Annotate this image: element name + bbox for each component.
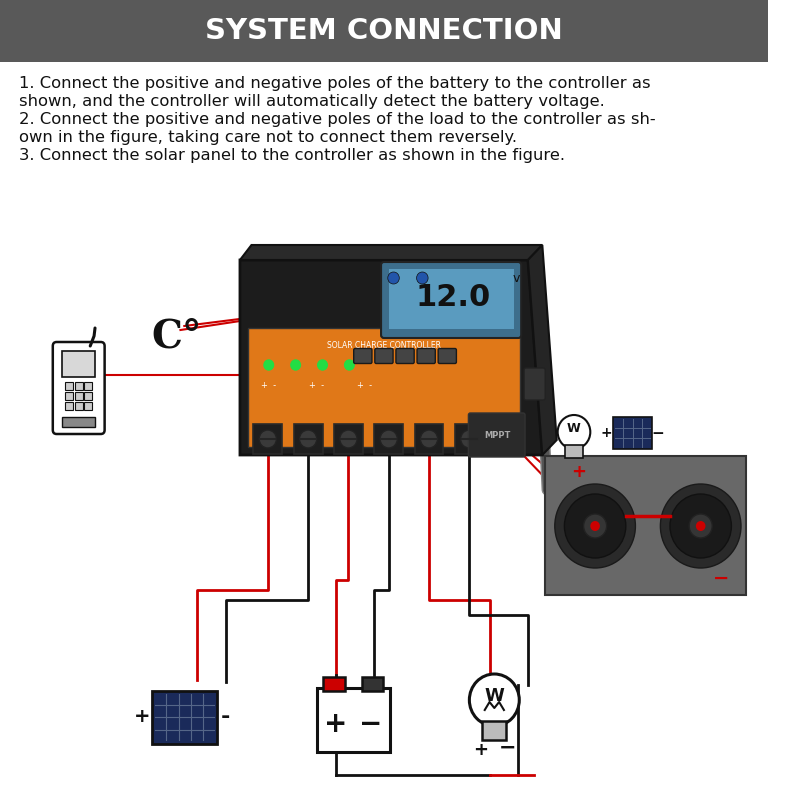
FancyBboxPatch shape xyxy=(438,349,457,363)
FancyBboxPatch shape xyxy=(66,402,73,410)
Circle shape xyxy=(299,430,317,448)
Circle shape xyxy=(318,360,327,370)
FancyBboxPatch shape xyxy=(362,677,383,691)
Text: +: + xyxy=(601,426,613,440)
FancyBboxPatch shape xyxy=(614,417,652,449)
Text: +: + xyxy=(571,463,586,481)
Polygon shape xyxy=(240,245,542,260)
FancyBboxPatch shape xyxy=(317,688,390,752)
FancyBboxPatch shape xyxy=(85,392,92,400)
FancyBboxPatch shape xyxy=(75,382,82,390)
FancyBboxPatch shape xyxy=(375,349,393,363)
Circle shape xyxy=(259,430,277,448)
Circle shape xyxy=(417,272,428,284)
Text: 2. Connect the positive and negative poles of the load to the controller as sh-: 2. Connect the positive and negative pol… xyxy=(19,112,656,127)
Text: MPPT: MPPT xyxy=(484,430,510,439)
Text: −: − xyxy=(359,710,382,738)
Text: W: W xyxy=(484,687,504,705)
FancyBboxPatch shape xyxy=(294,424,322,454)
FancyBboxPatch shape xyxy=(248,328,520,447)
FancyBboxPatch shape xyxy=(75,402,82,410)
FancyBboxPatch shape xyxy=(66,392,73,400)
FancyBboxPatch shape xyxy=(414,424,443,454)
Text: 3. Connect the solar panel to the controller as shown in the figure.: 3. Connect the solar panel to the contro… xyxy=(19,148,565,163)
FancyBboxPatch shape xyxy=(323,677,345,691)
Text: −: − xyxy=(713,569,729,587)
Text: +: + xyxy=(134,707,150,726)
Circle shape xyxy=(264,360,274,370)
FancyBboxPatch shape xyxy=(62,351,95,377)
Text: 12.0: 12.0 xyxy=(415,283,490,313)
Text: +: + xyxy=(474,741,488,759)
Text: +  -: + - xyxy=(261,381,276,390)
FancyBboxPatch shape xyxy=(62,417,95,427)
Text: -: - xyxy=(221,707,230,727)
Text: −: − xyxy=(651,426,664,441)
Polygon shape xyxy=(240,260,542,455)
Circle shape xyxy=(670,494,731,558)
FancyBboxPatch shape xyxy=(85,402,92,410)
FancyBboxPatch shape xyxy=(524,368,545,400)
Circle shape xyxy=(660,484,741,568)
Circle shape xyxy=(461,430,478,448)
FancyBboxPatch shape xyxy=(389,269,514,329)
FancyBboxPatch shape xyxy=(566,445,582,458)
Text: C°: C° xyxy=(152,317,202,355)
Circle shape xyxy=(470,674,519,726)
Circle shape xyxy=(340,430,357,448)
FancyBboxPatch shape xyxy=(482,721,506,739)
FancyBboxPatch shape xyxy=(75,392,82,400)
Circle shape xyxy=(380,430,398,448)
Text: W: W xyxy=(567,422,581,435)
Text: +  -: + - xyxy=(357,381,372,390)
Polygon shape xyxy=(528,245,557,455)
Text: shown, and the controller will automatically detect the battery voltage.: shown, and the controller will automatic… xyxy=(19,94,605,109)
Circle shape xyxy=(291,360,301,370)
FancyBboxPatch shape xyxy=(66,382,73,390)
FancyBboxPatch shape xyxy=(152,690,218,743)
Circle shape xyxy=(554,484,635,568)
FancyBboxPatch shape xyxy=(381,262,521,338)
FancyBboxPatch shape xyxy=(545,456,746,595)
Circle shape xyxy=(590,521,600,531)
FancyBboxPatch shape xyxy=(85,382,92,390)
Circle shape xyxy=(583,514,606,538)
Text: −: − xyxy=(499,738,517,758)
Circle shape xyxy=(345,360,354,370)
Circle shape xyxy=(558,415,590,449)
FancyBboxPatch shape xyxy=(53,342,105,434)
FancyBboxPatch shape xyxy=(334,424,363,454)
Circle shape xyxy=(388,272,399,284)
Circle shape xyxy=(421,430,438,448)
FancyBboxPatch shape xyxy=(469,413,525,457)
Text: SYSTEM CONNECTION: SYSTEM CONNECTION xyxy=(205,17,563,45)
FancyBboxPatch shape xyxy=(396,349,414,363)
FancyBboxPatch shape xyxy=(0,0,768,62)
FancyBboxPatch shape xyxy=(374,424,403,454)
Text: own in the figure, taking care not to connect them reversely.: own in the figure, taking care not to co… xyxy=(19,130,517,145)
Circle shape xyxy=(564,494,626,558)
FancyBboxPatch shape xyxy=(254,424,282,454)
Circle shape xyxy=(696,521,706,531)
Text: SOLAR CHARGE CONTROLLER: SOLAR CHARGE CONTROLLER xyxy=(327,341,441,350)
Circle shape xyxy=(689,514,712,538)
Text: 1. Connect the positive and negative poles of the battery to the controller as: 1. Connect the positive and negative pol… xyxy=(19,76,651,91)
Text: +: + xyxy=(324,710,348,738)
FancyBboxPatch shape xyxy=(455,424,484,454)
FancyBboxPatch shape xyxy=(354,349,372,363)
Text: +  -: + - xyxy=(309,381,324,390)
Text: v: v xyxy=(513,271,520,285)
FancyBboxPatch shape xyxy=(417,349,435,363)
